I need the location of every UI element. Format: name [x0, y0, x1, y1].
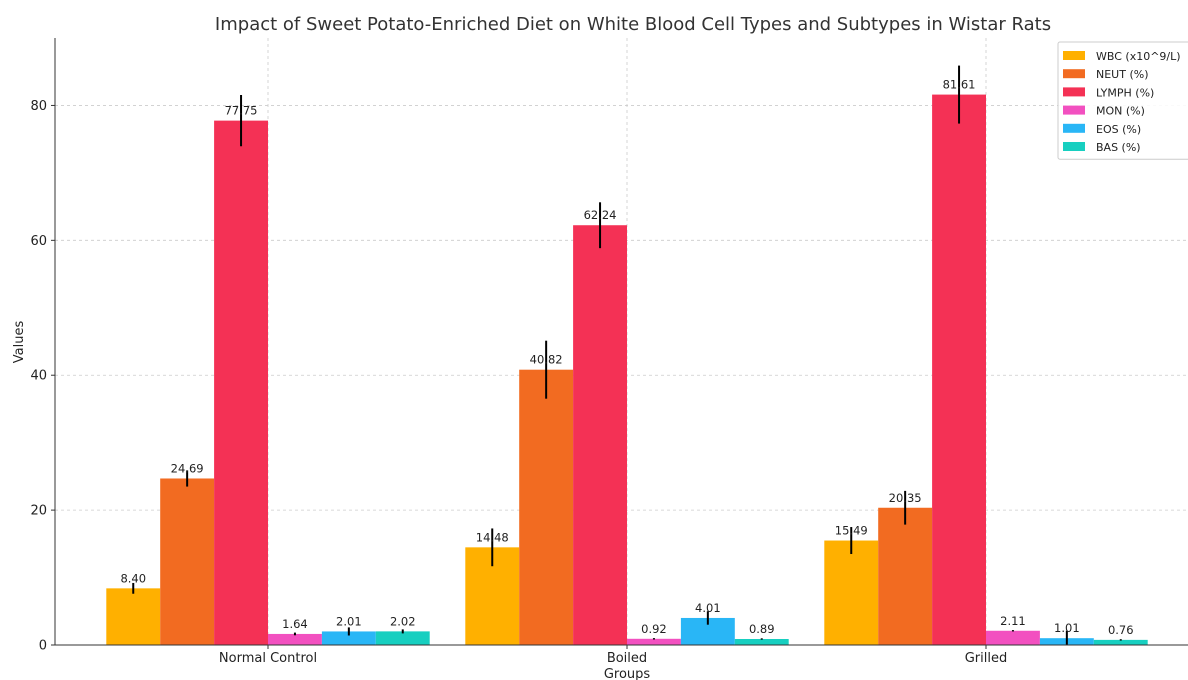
legend-swatch	[1063, 69, 1085, 79]
x-axis-title: Groups	[604, 667, 651, 680]
bar-value-label: 2.01	[336, 614, 362, 628]
bar	[1093, 639, 1148, 645]
legend-entry-label: NEUT (%)	[1096, 68, 1148, 81]
bar-value-label: 24.69	[171, 461, 204, 475]
legend-swatch	[1063, 51, 1085, 60]
bar	[268, 633, 322, 645]
bar-value-label: 0.89	[749, 622, 775, 636]
bar	[824, 540, 879, 645]
legend-entry-label: LYMPH (%)	[1096, 86, 1154, 99]
x-tick-label: Grilled	[965, 651, 1008, 666]
bar	[878, 507, 933, 645]
bar-value-label: 0.76	[1108, 623, 1134, 637]
bar	[519, 369, 574, 645]
legend-swatch	[1063, 105, 1085, 115]
bar-value-label: 20.35	[889, 491, 922, 505]
bar-value-label: 81.61	[943, 78, 976, 92]
bars: 8.40 24.69 77.75 1.64 2.01 2.02 14.48 40.82 62.2…	[106, 65, 1148, 646]
bar-value-label: 4.01	[695, 601, 721, 615]
legend-frame	[1057, 41, 1188, 160]
bar-value-label: 2.02	[390, 614, 416, 628]
bar	[375, 631, 430, 645]
y-tick-label: 80	[30, 99, 47, 114]
bar	[160, 478, 215, 645]
legend: WBC (x10^9/L) NEUT (%) LYMPH (%) MON (%) EOS…	[1057, 41, 1188, 160]
bar	[932, 94, 986, 646]
bar-value-label: 0.92	[641, 622, 667, 636]
y-tick-label: 20	[30, 504, 47, 519]
bar-value-label: 77.75	[225, 104, 258, 118]
legend-entry-label: WBC (x10^9/L)	[1096, 50, 1181, 63]
axes: 0 20 40 60 80 Normal Control Boiled Grilled	[30, 38, 1188, 666]
bar-value-label: 1.01	[1054, 621, 1080, 635]
bar-value-label: 40.82	[530, 353, 563, 367]
y-tick-label: 40	[30, 369, 47, 384]
bar	[573, 225, 627, 646]
bar	[106, 588, 161, 645]
legend-swatch	[1063, 123, 1085, 133]
x-tick-label: Normal Control	[219, 651, 317, 666]
chart-title: Impact of Sweet Potato-Enriched Diet on …	[215, 14, 1051, 35]
legend-swatch	[1063, 142, 1085, 151]
bar-value-label: 14.48	[476, 530, 509, 544]
legend-entry-label: BAS (%)	[1096, 141, 1141, 154]
y-tick-label: 60	[30, 234, 47, 249]
y-tick-label: 0	[39, 639, 47, 654]
bar-value-label: 1.64	[282, 617, 308, 631]
bar-value-label: 8.40	[120, 571, 146, 585]
bar	[214, 120, 268, 645]
legend-swatch	[1063, 87, 1085, 97]
bar-value-label: 62.24	[584, 208, 617, 222]
bar	[627, 638, 681, 645]
legend-entry-label: MON (%)	[1096, 105, 1145, 118]
legend-entry-label: EOS (%)	[1096, 123, 1141, 136]
bar	[986, 630, 1040, 645]
bar	[321, 631, 376, 645]
bar-value-label: 2.11	[1000, 614, 1026, 628]
bar	[734, 638, 789, 645]
y-axis-title: Values	[12, 321, 27, 364]
bar-value-label: 15.49	[835, 524, 868, 538]
x-tick-label: Boiled	[607, 651, 647, 666]
